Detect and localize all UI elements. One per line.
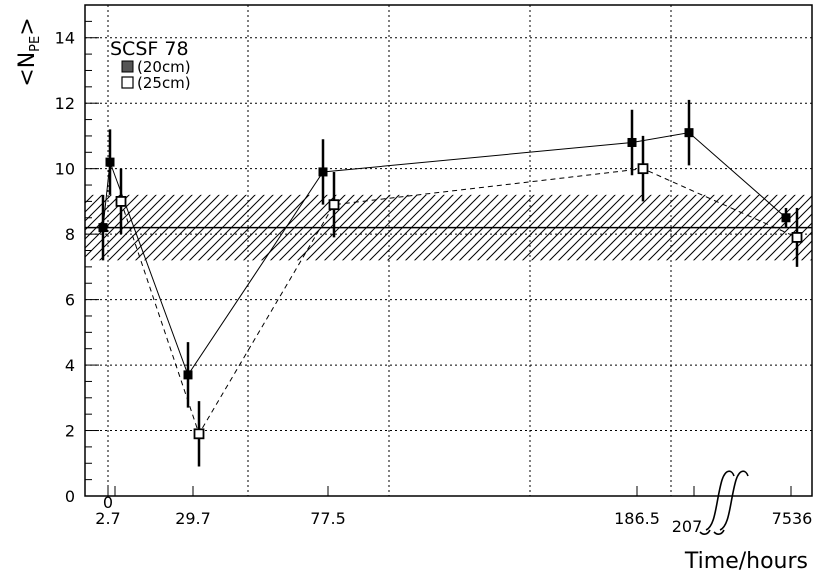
y-tick-label: 14 (55, 29, 75, 48)
legend-label: (20cm) (137, 58, 191, 76)
legend-title: SCSF 78 (110, 38, 189, 60)
data-point-open (637, 163, 649, 175)
data-point-filled (318, 167, 328, 177)
x-tick-label: 29.7 (175, 509, 211, 528)
data-point-open (115, 195, 127, 207)
y-axis-title-sub: PE (28, 36, 43, 52)
x-axis-title: Time/hours (684, 549, 808, 574)
series (98, 99, 803, 467)
reference-band (85, 194, 812, 261)
legend: SCSF 78(20cm)(25cm) (110, 38, 191, 92)
axis-break-mark (699, 529, 711, 535)
legend-marker-open (121, 76, 134, 89)
legend-label: (25cm) (137, 74, 191, 92)
y-axis-title: <NPE> (15, 17, 43, 86)
axis-break-mark (705, 470, 735, 531)
series-line (120, 168, 798, 436)
y-tick-label: 0 (65, 487, 75, 506)
axis-ticks (85, 4, 792, 497)
x-tick-label: 7536 (772, 509, 813, 528)
data-point-filled (684, 128, 694, 138)
data-point-filled (98, 223, 108, 233)
data-point-filled (183, 370, 193, 380)
y-tick-label: 4 (65, 356, 75, 375)
x-tick-label: 77.5 (310, 509, 346, 528)
data-point-open (791, 232, 803, 243)
data-point-filled (105, 157, 115, 167)
data-point-filled (781, 213, 791, 223)
x-tick-label: 2.7 (95, 509, 120, 528)
y-axis-title-end: > (15, 17, 40, 35)
axis-break-mark (713, 529, 725, 535)
x-tick-label: 186.5 (614, 509, 660, 528)
y-tick-label: 8 (65, 225, 75, 244)
legend-marker-filled (121, 60, 134, 73)
y-axis-title-main: <N (15, 52, 40, 87)
data-point-filled (627, 137, 637, 147)
y-tick-label: 6 (65, 291, 75, 310)
y-tick-label: 12 (55, 94, 75, 113)
data-point-open (193, 428, 205, 440)
x-tick-label: 0 (103, 493, 113, 512)
x-tick-label: 207 (672, 517, 703, 536)
y-tick-label: 2 (65, 422, 75, 441)
axis-titles: <NPE> Time/hours (15, 17, 808, 574)
axis-break-mark (719, 470, 749, 531)
y-tick-label: 10 (55, 160, 75, 179)
data-point-open (328, 199, 340, 211)
